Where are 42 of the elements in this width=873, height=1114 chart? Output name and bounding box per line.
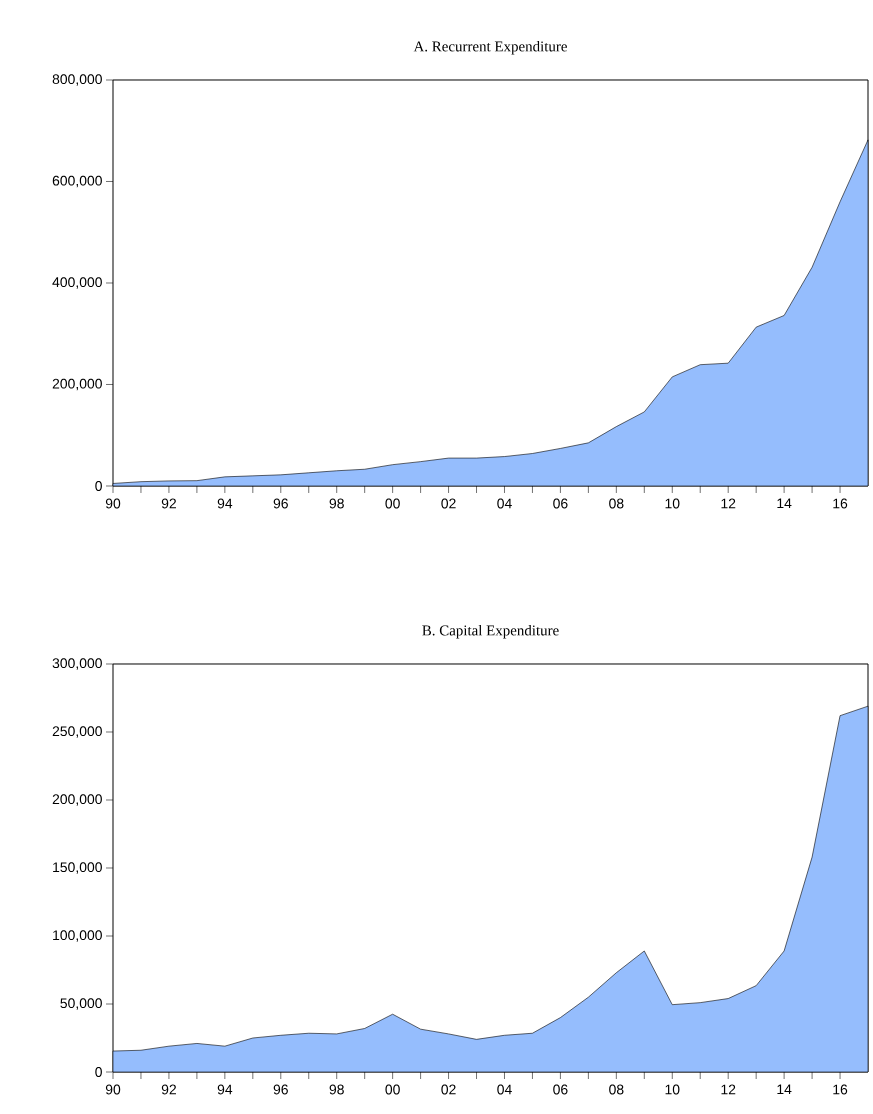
y-tick-label: 50,000 — [60, 998, 102, 1010]
x-tick-label: 92 — [161, 1084, 176, 1095]
chart-title: B. Capital Expenditure — [422, 624, 559, 639]
y-tick-label: 800,000 — [52, 74, 102, 86]
x-tick-label: 10 — [665, 498, 680, 509]
y-tick-label: 600,000 — [52, 175, 102, 188]
x-tick-label: 14 — [777, 1084, 792, 1095]
y-tick-label: 0 — [95, 481, 102, 491]
x-tick-label: 02 — [441, 1084, 456, 1095]
x-tick-label: 14 — [777, 498, 792, 509]
y-tick-label: 300,000 — [52, 658, 102, 670]
x-tick-label: 96 — [273, 498, 288, 509]
x-tick-label: 10 — [665, 1084, 680, 1095]
x-tick-label: 98 — [329, 1084, 344, 1095]
x-tick-label: 96 — [273, 1084, 288, 1095]
x-tick-label: 16 — [833, 498, 848, 509]
y-tick-label: 250,000 — [52, 726, 102, 738]
y-tick-label: 100,000 — [53, 930, 102, 942]
x-tick-label: 12 — [721, 498, 736, 509]
x-tick-label: 00 — [385, 498, 400, 509]
x-tick-label: 06 — [553, 498, 568, 509]
x-tick-label: 92 — [161, 498, 176, 509]
x-tick-label: 94 — [217, 498, 233, 509]
y-tick-label: 400,000 — [52, 277, 102, 289]
y-tick-label: 200,000 — [52, 794, 102, 806]
x-tick-label: 90 — [105, 1084, 121, 1095]
x-tick-label: 02 — [441, 498, 456, 509]
x-tick-label: 06 — [553, 1084, 568, 1095]
y-tick-label: 200,000 — [52, 378, 102, 391]
x-tick-label: 04 — [497, 498, 512, 509]
x-tick-label: 94 — [217, 1084, 233, 1095]
x-tick-label: 00 — [385, 1084, 400, 1095]
x-tick-label: 12 — [721, 1084, 736, 1095]
x-tick-label: 08 — [609, 498, 624, 509]
x-tick-label: 90 — [105, 498, 121, 509]
y-tick-label: 150,000 — [53, 862, 102, 874]
y-tick-label: 0 — [95, 1067, 102, 1077]
x-tick-label: 08 — [609, 1084, 624, 1095]
chart-title: A. Recurrent Expenditure — [413, 40, 567, 55]
x-tick-label: 98 — [329, 498, 344, 509]
x-tick-label: 04 — [497, 1084, 512, 1095]
x-tick-label: 16 — [833, 1084, 848, 1095]
